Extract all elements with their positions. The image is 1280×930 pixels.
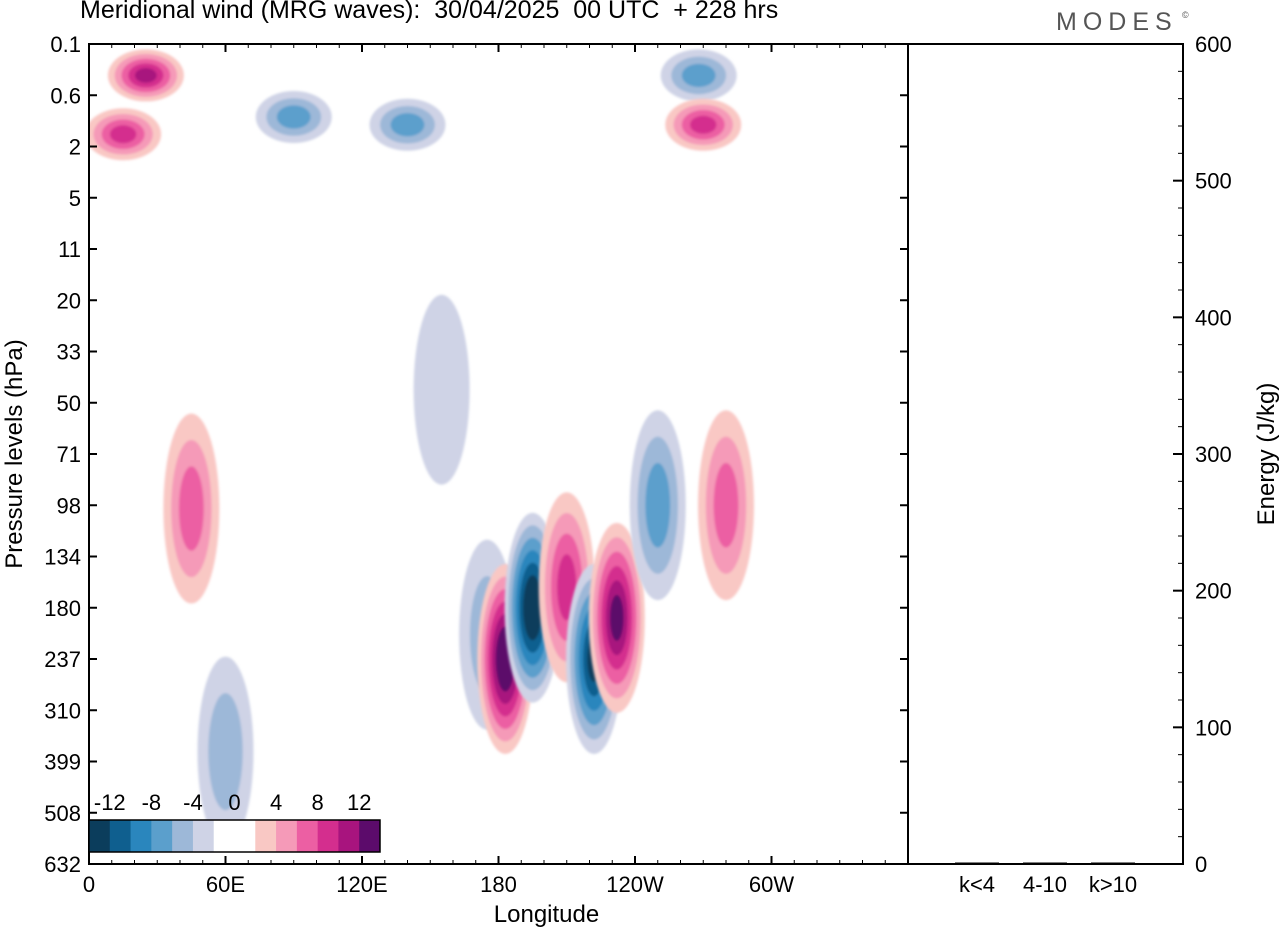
y-tick-label: 5: [69, 186, 81, 211]
energy-category-label: 4-10: [1023, 872, 1067, 897]
contour-level: [681, 63, 716, 88]
y-tick-label: 0.1: [50, 32, 81, 57]
contour-level: [645, 463, 671, 548]
colorbar-swatch: [172, 820, 194, 852]
energy-tick-label: 600: [1195, 32, 1232, 57]
x-tick-label: 0: [83, 872, 95, 897]
contour-feature-10: [255, 90, 332, 143]
brand-logo: MODES: [1056, 8, 1178, 36]
energy-tick-label: 0: [1195, 852, 1207, 877]
y-tick-label: 0.6: [50, 83, 81, 108]
contour-feature-11: [369, 98, 446, 151]
colorbar-swatch: [213, 820, 235, 852]
energy-category-label: k>10: [1089, 872, 1137, 897]
copyright-mark: ©: [1182, 10, 1189, 20]
colorbar-label: 0: [228, 790, 240, 815]
x-tick-label: 120E: [336, 872, 387, 897]
energy-axis-label: Energy (J/kg): [1253, 383, 1280, 526]
contour-feature-8: [107, 49, 184, 102]
contour-feature-9: [89, 108, 162, 161]
energy-tick-label: 300: [1195, 442, 1232, 467]
contour-level: [276, 105, 311, 129]
contour-feature-6: [629, 410, 686, 601]
x-tick-label: 60W: [749, 872, 794, 897]
energy-tick-label: 500: [1195, 169, 1232, 194]
axes: 0.1 0.6 2 5 11 20 33 50 71 98 134 180 237 310 399 508 63…: [1, 32, 1184, 928]
colorbar: -12 -8 -4 0 4 8 12: [88, 790, 381, 853]
contour-level: [134, 68, 157, 83]
contour-level: [610, 594, 624, 641]
y-tick-label: 632: [44, 852, 81, 877]
colorbar-swatch: [89, 820, 111, 852]
contour-level: [526, 587, 539, 628]
energy-category-label: k<4: [959, 872, 995, 897]
energy-tick-label: 200: [1195, 579, 1232, 604]
energy-tick-label: 400: [1195, 305, 1232, 330]
colorbar-swatch: [338, 820, 360, 852]
colorbar-swatch: [109, 820, 132, 852]
colorbar-label: 12: [347, 790, 371, 815]
contour-level: [208, 693, 243, 811]
x-tick-label: 180: [480, 872, 517, 897]
colorbar-label: -8: [142, 790, 162, 815]
energy-bar: [1091, 862, 1135, 864]
colorbar-swatch: [255, 820, 277, 852]
colorbar-swatch: [151, 820, 173, 852]
colorbar-label: -4: [183, 790, 203, 815]
colorbar-label: -12: [94, 790, 126, 815]
y-tick-label: 399: [44, 750, 81, 775]
x-axis-label: Longitude: [494, 901, 599, 928]
x-tick-label: 60E: [206, 872, 245, 897]
colorbar-label: 4: [270, 790, 282, 815]
contour-feature-13: [665, 98, 742, 151]
y-tick-label: 2: [69, 135, 81, 160]
contour-feature-16: [197, 656, 254, 847]
y-tick-label: 237: [44, 647, 81, 672]
y-tick-label: 71: [57, 442, 81, 467]
colorbar-swatch: [130, 820, 152, 852]
y-tick-label: 134: [44, 545, 81, 570]
energy-tick-label: 100: [1195, 715, 1232, 740]
contour-level: [390, 113, 425, 137]
energy-frame: [907, 43, 1184, 865]
y-tick-label: 98: [57, 493, 81, 518]
contour-feature-14: [413, 294, 470, 485]
contour-level: [178, 466, 204, 551]
contour-level: [713, 463, 739, 548]
energy-bar: [955, 862, 999, 864]
contour-level: [690, 115, 717, 134]
y-tick-label: 20: [57, 288, 81, 313]
energy-bar: [1023, 862, 1067, 864]
contour-level: [413, 294, 470, 485]
colorbar-frame: [88, 819, 381, 853]
colorbar-swatch: [276, 820, 298, 852]
contour-feature-5: [588, 522, 645, 713]
y-tick-label: 310: [44, 698, 81, 723]
chart-title: Meridional wind (MRG waves): 30/04/2025 …: [80, 0, 779, 24]
y-tick-label: 508: [44, 801, 81, 826]
contour-feature-15: [163, 413, 220, 604]
contour-level: [109, 125, 137, 144]
contour-field: [89, 49, 754, 847]
y-tick-label: 33: [57, 340, 81, 365]
y-tick-label: 180: [44, 596, 81, 621]
colorbar-label: 8: [312, 790, 324, 815]
contour-feature-7: [698, 410, 754, 601]
y-axis-label: Pressure levels (hPa): [1, 339, 28, 568]
colorbar-swatch: [192, 820, 215, 852]
energy-panel: 0 100 200 300 400 500 600 k<4 4-10 k>10 Energy (J/…: [955, 32, 1280, 897]
y-tick-label: 11: [58, 237, 81, 262]
colorbar-swatch: [359, 820, 381, 852]
contour-feature-12: [660, 49, 737, 102]
colorbar-swatch: [296, 820, 319, 852]
colorbar-swatch: [317, 820, 339, 852]
colorbar-swatch: [234, 820, 256, 852]
y-tick-label: 50: [57, 391, 81, 416]
x-tick-label: 120W: [606, 872, 664, 897]
